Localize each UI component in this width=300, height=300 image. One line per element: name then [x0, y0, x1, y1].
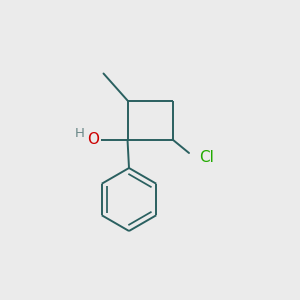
Text: H: H — [75, 127, 84, 140]
Text: Cl: Cl — [200, 150, 214, 165]
Text: O: O — [87, 132, 99, 147]
